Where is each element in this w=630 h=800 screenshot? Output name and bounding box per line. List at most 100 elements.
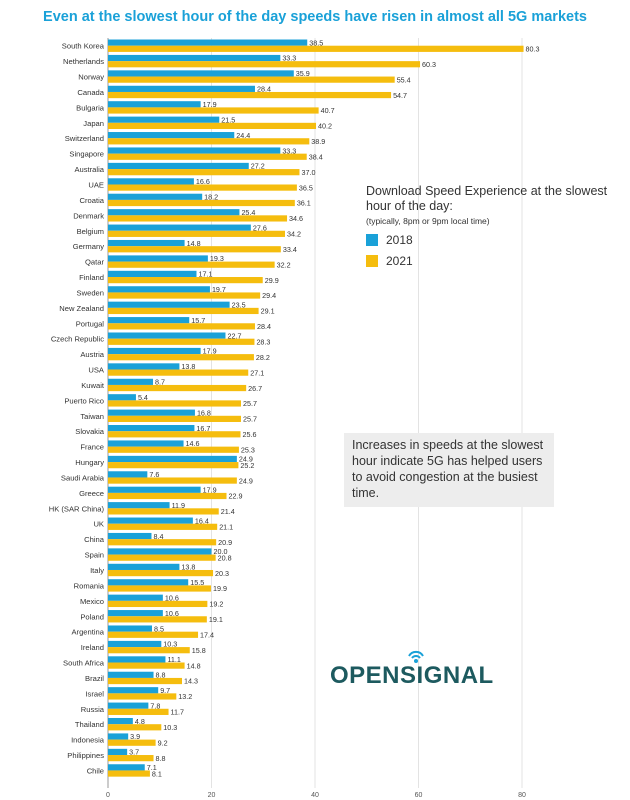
value-label-2018: 28.4 bbox=[257, 85, 271, 94]
bar-2018 bbox=[108, 270, 197, 278]
value-label-2021: 38.9 bbox=[311, 137, 325, 146]
x-tick-label: 20 bbox=[208, 792, 216, 799]
annotation-box: Increases in speeds at the slowest hour … bbox=[344, 433, 554, 507]
value-label-2021: 25.2 bbox=[240, 461, 254, 470]
value-label-2021: 25.6 bbox=[242, 430, 256, 439]
bar-2021 bbox=[108, 45, 524, 52]
value-label-2018: 7.6 bbox=[149, 470, 159, 479]
bar-2018 bbox=[108, 425, 195, 432]
value-label-2018: 13.8 bbox=[181, 563, 195, 572]
bar-2018 bbox=[108, 301, 230, 308]
value-label-2021: 9.2 bbox=[158, 738, 168, 747]
legend: Download Speed Experience at the slowest… bbox=[366, 184, 630, 268]
bar-2018 bbox=[108, 409, 195, 416]
bar-2021 bbox=[108, 662, 185, 669]
bar-2018 bbox=[108, 717, 133, 725]
bar-2021 bbox=[108, 569, 214, 577]
category-label: Austria bbox=[80, 350, 104, 359]
bar-2021 bbox=[108, 292, 261, 299]
value-label-2021: 60.3 bbox=[422, 60, 436, 69]
category-label: China bbox=[84, 535, 105, 544]
bar-2018 bbox=[108, 563, 180, 570]
bar-2021 bbox=[108, 708, 169, 715]
category-label: Finland bbox=[79, 273, 104, 282]
bar-2018 bbox=[108, 486, 201, 493]
category-label: Russia bbox=[81, 705, 105, 714]
bar-2021 bbox=[108, 169, 300, 176]
value-label-2018: 16.4 bbox=[195, 516, 209, 525]
legend-swatch-2018 bbox=[366, 234, 378, 246]
value-label-2018: 4.8 bbox=[135, 717, 145, 726]
bar-2021 bbox=[108, 138, 310, 145]
bar-2021 bbox=[108, 61, 421, 68]
bar-2021 bbox=[108, 508, 219, 515]
category-label: South Africa bbox=[63, 659, 105, 668]
category-label: Netherlands bbox=[63, 57, 104, 66]
bar-2018 bbox=[108, 347, 201, 355]
category-label: Japan bbox=[83, 119, 104, 128]
x-tick-label: 80 bbox=[518, 792, 526, 799]
value-label-2021: 80.3 bbox=[526, 45, 540, 54]
bar-2021 bbox=[108, 770, 150, 777]
chart-title: Even at the slowest hour of the day spee… bbox=[43, 9, 587, 25]
value-label-2018: 22.7 bbox=[227, 331, 241, 340]
value-label-2021: 28.3 bbox=[256, 337, 270, 346]
bar-2021 bbox=[108, 647, 190, 654]
value-label-2018: 17.9 bbox=[203, 347, 217, 356]
value-label-2021: 8.1 bbox=[152, 769, 162, 778]
value-label-2018: 10.3 bbox=[163, 640, 177, 649]
category-label: Thailand bbox=[75, 720, 104, 729]
value-label-2021: 28.2 bbox=[256, 353, 270, 362]
bar-2018 bbox=[108, 178, 194, 185]
value-label-2018: 8.8 bbox=[156, 671, 166, 680]
category-label: Argentina bbox=[71, 628, 104, 637]
bar-2018 bbox=[108, 532, 152, 540]
value-label-2021: 11.7 bbox=[171, 708, 184, 717]
value-label-2018: 24.9 bbox=[239, 455, 253, 464]
value-label-2018: 11.1 bbox=[167, 655, 180, 664]
category-label: Chile bbox=[87, 766, 104, 775]
legend-swatch-2021 bbox=[366, 255, 378, 267]
value-label-2018: 16.7 bbox=[196, 424, 210, 433]
bar-2021 bbox=[108, 631, 199, 638]
value-label-2018: 16.8 bbox=[197, 408, 211, 417]
value-label-2021: 21.4 bbox=[221, 507, 235, 516]
value-label-2021: 20.8 bbox=[218, 553, 232, 562]
category-label: USA bbox=[88, 366, 105, 375]
category-label: Denmark bbox=[73, 211, 104, 220]
value-label-2021: 15.8 bbox=[192, 646, 206, 655]
value-label-2021: 24.9 bbox=[239, 476, 253, 485]
category-label: Czech Republic bbox=[51, 335, 104, 344]
bar-2021 bbox=[108, 338, 255, 345]
value-label-2021: 54.7 bbox=[393, 91, 407, 100]
category-label: UK bbox=[93, 520, 104, 529]
value-label-2018: 3.7 bbox=[129, 748, 139, 757]
value-label-2021: 38.4 bbox=[309, 152, 323, 161]
value-label-2021: 34.6 bbox=[289, 214, 303, 223]
bar-2018 bbox=[108, 255, 208, 262]
value-label-2021: 10.3 bbox=[163, 723, 177, 732]
bar-2021 bbox=[108, 369, 249, 376]
value-label-2021: 36.1 bbox=[297, 199, 311, 208]
legend-subtitle: (typically, 8pm or 9pm local time) bbox=[366, 216, 490, 226]
signal-icon bbox=[408, 650, 424, 663]
value-label-2018: 24.4 bbox=[236, 131, 250, 140]
value-label-2018: 27.2 bbox=[251, 162, 265, 171]
value-label-2018: 9.7 bbox=[160, 686, 170, 695]
category-label: Kuwait bbox=[81, 381, 105, 390]
bar-2021 bbox=[108, 107, 319, 114]
value-label-2021: 29.4 bbox=[262, 291, 276, 300]
bar-2018 bbox=[108, 193, 203, 200]
value-label-2018: 8.4 bbox=[153, 532, 163, 541]
value-label-2021: 14.8 bbox=[187, 661, 201, 670]
bar-2018 bbox=[108, 625, 152, 632]
bar-2021 bbox=[108, 307, 259, 315]
bar-2018 bbox=[108, 317, 190, 324]
x-tick-label: 40 bbox=[311, 792, 319, 799]
bar-2018 bbox=[108, 748, 128, 756]
category-label: Sweden bbox=[77, 288, 104, 297]
value-label-2018: 15.5 bbox=[190, 578, 204, 587]
legend-label-2021: 2021 bbox=[386, 254, 413, 268]
bar-2021 bbox=[108, 400, 241, 407]
bar-2021 bbox=[108, 431, 241, 438]
